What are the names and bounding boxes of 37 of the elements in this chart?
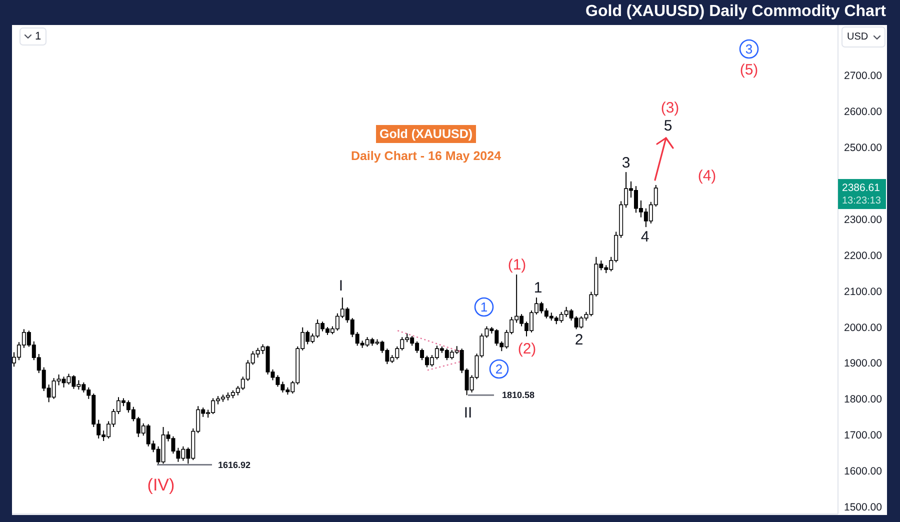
annotation: 1 xyxy=(480,300,488,314)
y-tick-label: 2600.00 xyxy=(844,106,882,118)
text: 2386.61 xyxy=(842,182,880,194)
ref-line-label: 1810.58 xyxy=(502,390,535,400)
y-tick-label: 2200.00 xyxy=(844,250,882,262)
annotation: 2 xyxy=(574,332,584,348)
y-tick-label: 1500.00 xyxy=(844,502,882,514)
y-tick-label: 2100.00 xyxy=(844,286,882,298)
annotation: I xyxy=(338,278,344,294)
y-tick-label: 1600.00 xyxy=(844,466,882,478)
annotation: 5 xyxy=(664,118,672,134)
y-tick-label: 2300.00 xyxy=(844,214,882,226)
y-tick-label: 2000.00 xyxy=(844,322,882,334)
ref-line-label: 1616.92 xyxy=(218,460,251,470)
annotation: 3 xyxy=(745,42,753,56)
annotation: II xyxy=(464,404,472,422)
annotation: (1) xyxy=(508,256,526,274)
y-tick-label: 2500.00 xyxy=(844,142,882,154)
annotation: 3 xyxy=(622,154,630,172)
annotation: (3) xyxy=(660,100,680,116)
y-tick-label: 2700.00 xyxy=(844,70,882,82)
annotation: (IV) xyxy=(147,476,175,494)
y-tick-label: 1900.00 xyxy=(844,358,882,370)
annotation: 4 xyxy=(640,228,650,246)
y-tick-label: 1800.00 xyxy=(844,394,882,406)
y-tick-label: 1700.00 xyxy=(844,430,882,442)
annotation: (2) xyxy=(518,340,536,358)
annotation: 2 xyxy=(495,362,503,376)
annotation: (5) xyxy=(740,62,758,78)
text: USD xyxy=(847,32,868,42)
annotation: 1 xyxy=(534,280,542,296)
text: Daily Chart - 16 May 2024 xyxy=(350,149,502,163)
chart-title: Gold (XAUUSD) Daily Commodity Chart xyxy=(586,3,886,21)
annotation: Gold (XAUUSD) xyxy=(379,127,473,141)
annotation: (4) xyxy=(698,168,716,184)
text: 13:23:13 xyxy=(842,196,882,207)
annotation: 1 xyxy=(35,30,42,42)
